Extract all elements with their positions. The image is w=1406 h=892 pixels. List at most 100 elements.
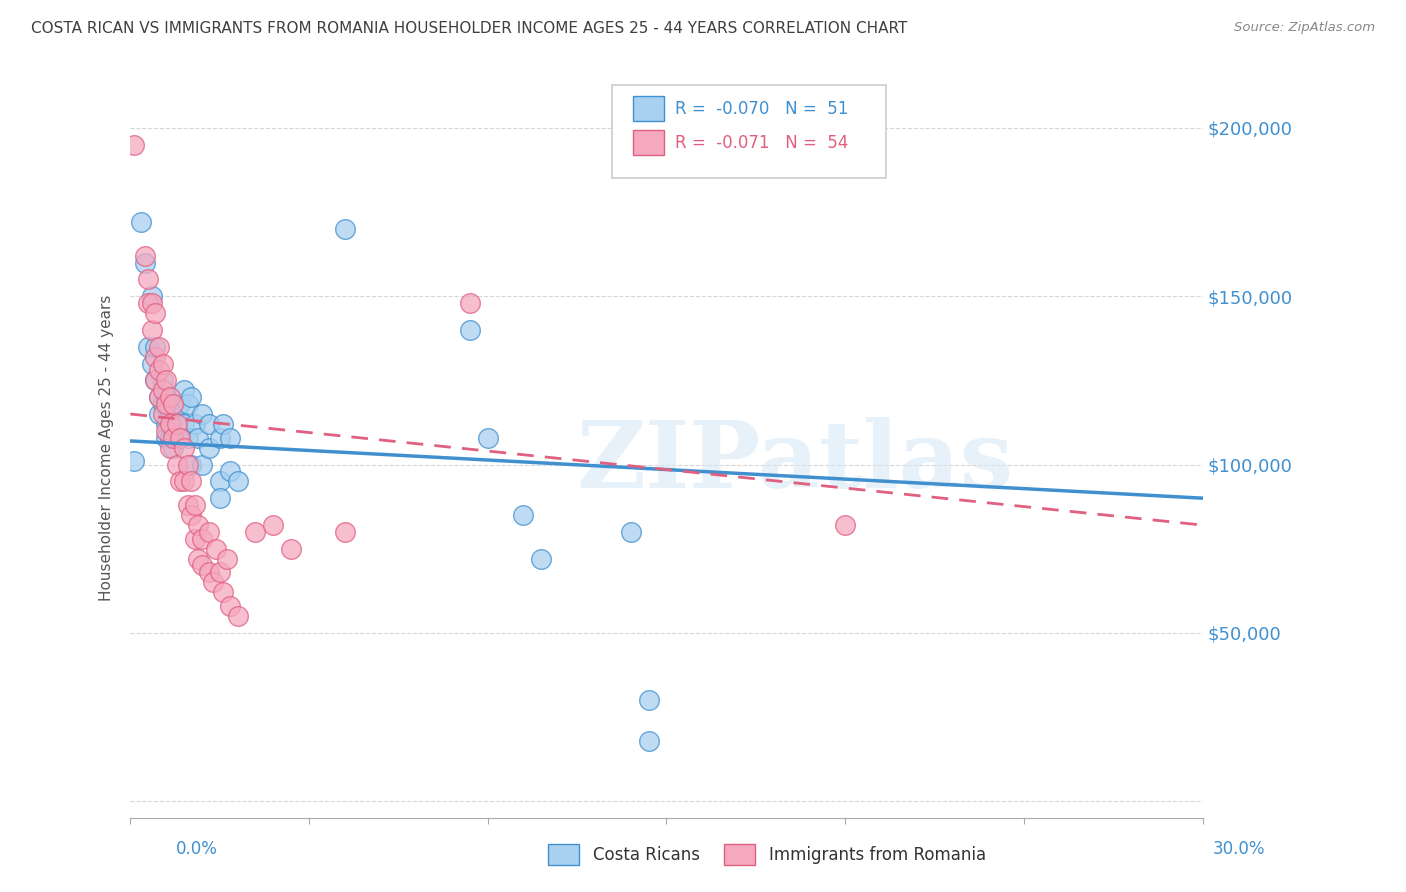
Point	[180, 390, 202, 404]
Point	[173, 384, 195, 398]
Point	[159, 431, 181, 445]
Point	[219, 431, 242, 445]
Point	[162, 424, 184, 438]
Point	[148, 340, 170, 354]
Text: 0.0%: 0.0%	[176, 840, 218, 858]
Point	[176, 458, 198, 472]
Point	[226, 475, 249, 489]
Point	[226, 609, 249, 624]
Point	[129, 215, 152, 229]
Point	[183, 532, 205, 546]
Point	[637, 693, 659, 707]
Point	[155, 431, 177, 445]
Point	[166, 417, 188, 431]
Point	[530, 551, 553, 566]
Point	[159, 407, 181, 421]
Point	[162, 397, 184, 411]
Point	[166, 431, 188, 445]
Point	[208, 475, 231, 489]
Text: COSTA RICAN VS IMMIGRANTS FROM ROMANIA HOUSEHOLDER INCOME AGES 25 - 44 YEARS COR: COSTA RICAN VS IMMIGRANTS FROM ROMANIA H…	[31, 21, 907, 37]
Point	[148, 390, 170, 404]
Point	[191, 532, 214, 546]
Point	[169, 431, 191, 445]
Point	[180, 508, 202, 522]
Point	[333, 524, 356, 539]
Point	[134, 249, 156, 263]
Point	[134, 255, 156, 269]
Point	[620, 524, 643, 539]
Point	[136, 340, 159, 354]
Point	[208, 566, 231, 580]
Point	[212, 585, 235, 599]
Point	[191, 458, 214, 472]
Text: Costa Ricans: Costa Ricans	[593, 846, 700, 863]
Point	[176, 498, 198, 512]
Point	[141, 296, 163, 310]
Point	[173, 475, 195, 489]
Point	[205, 541, 228, 556]
Point	[148, 363, 170, 377]
Point	[176, 397, 198, 411]
Point	[176, 431, 198, 445]
Point	[148, 390, 170, 404]
Point	[187, 431, 209, 445]
Point	[180, 458, 202, 472]
Point	[173, 441, 195, 455]
Text: Source: ZipAtlas.com: Source: ZipAtlas.com	[1234, 21, 1375, 35]
Point	[159, 441, 181, 455]
Text: ZIPatlas: ZIPatlas	[576, 417, 1014, 508]
Point	[143, 350, 166, 364]
Point	[208, 491, 231, 505]
Y-axis label: Householder Income Ages 25 - 44 years: Householder Income Ages 25 - 44 years	[100, 294, 114, 601]
Point	[212, 417, 235, 431]
Point	[219, 599, 242, 613]
Point	[834, 518, 856, 533]
Point	[162, 431, 184, 445]
Point	[280, 541, 302, 556]
Point	[191, 558, 214, 573]
Point	[141, 357, 163, 371]
Point	[198, 566, 221, 580]
Point	[162, 441, 184, 455]
Point	[143, 373, 166, 387]
Point	[512, 508, 534, 522]
Point	[180, 475, 202, 489]
Point	[152, 407, 174, 421]
Point	[152, 373, 174, 387]
Point	[245, 524, 267, 539]
Point	[187, 518, 209, 533]
Point	[191, 407, 214, 421]
Point	[637, 733, 659, 747]
Point	[122, 137, 145, 152]
Point	[166, 407, 188, 421]
Point	[152, 397, 174, 411]
Text: 30.0%: 30.0%	[1213, 840, 1265, 858]
Point	[169, 431, 191, 445]
Point	[208, 431, 231, 445]
Point	[152, 357, 174, 371]
Point	[166, 458, 188, 472]
Point	[143, 306, 166, 320]
Point	[183, 417, 205, 431]
Point	[143, 373, 166, 387]
Point	[143, 340, 166, 354]
Point	[169, 397, 191, 411]
Point	[187, 551, 209, 566]
Point	[152, 384, 174, 398]
Point	[458, 323, 481, 337]
Point	[155, 390, 177, 404]
Point	[219, 464, 242, 478]
Point	[155, 397, 177, 411]
Point	[159, 417, 181, 431]
Point	[162, 397, 184, 411]
Point	[141, 289, 163, 303]
Point	[333, 222, 356, 236]
Point	[215, 551, 238, 566]
Point	[173, 417, 195, 431]
Point	[136, 296, 159, 310]
Point	[458, 296, 481, 310]
Point	[159, 390, 181, 404]
Point	[198, 524, 221, 539]
Point	[198, 417, 221, 431]
Point	[477, 431, 499, 445]
